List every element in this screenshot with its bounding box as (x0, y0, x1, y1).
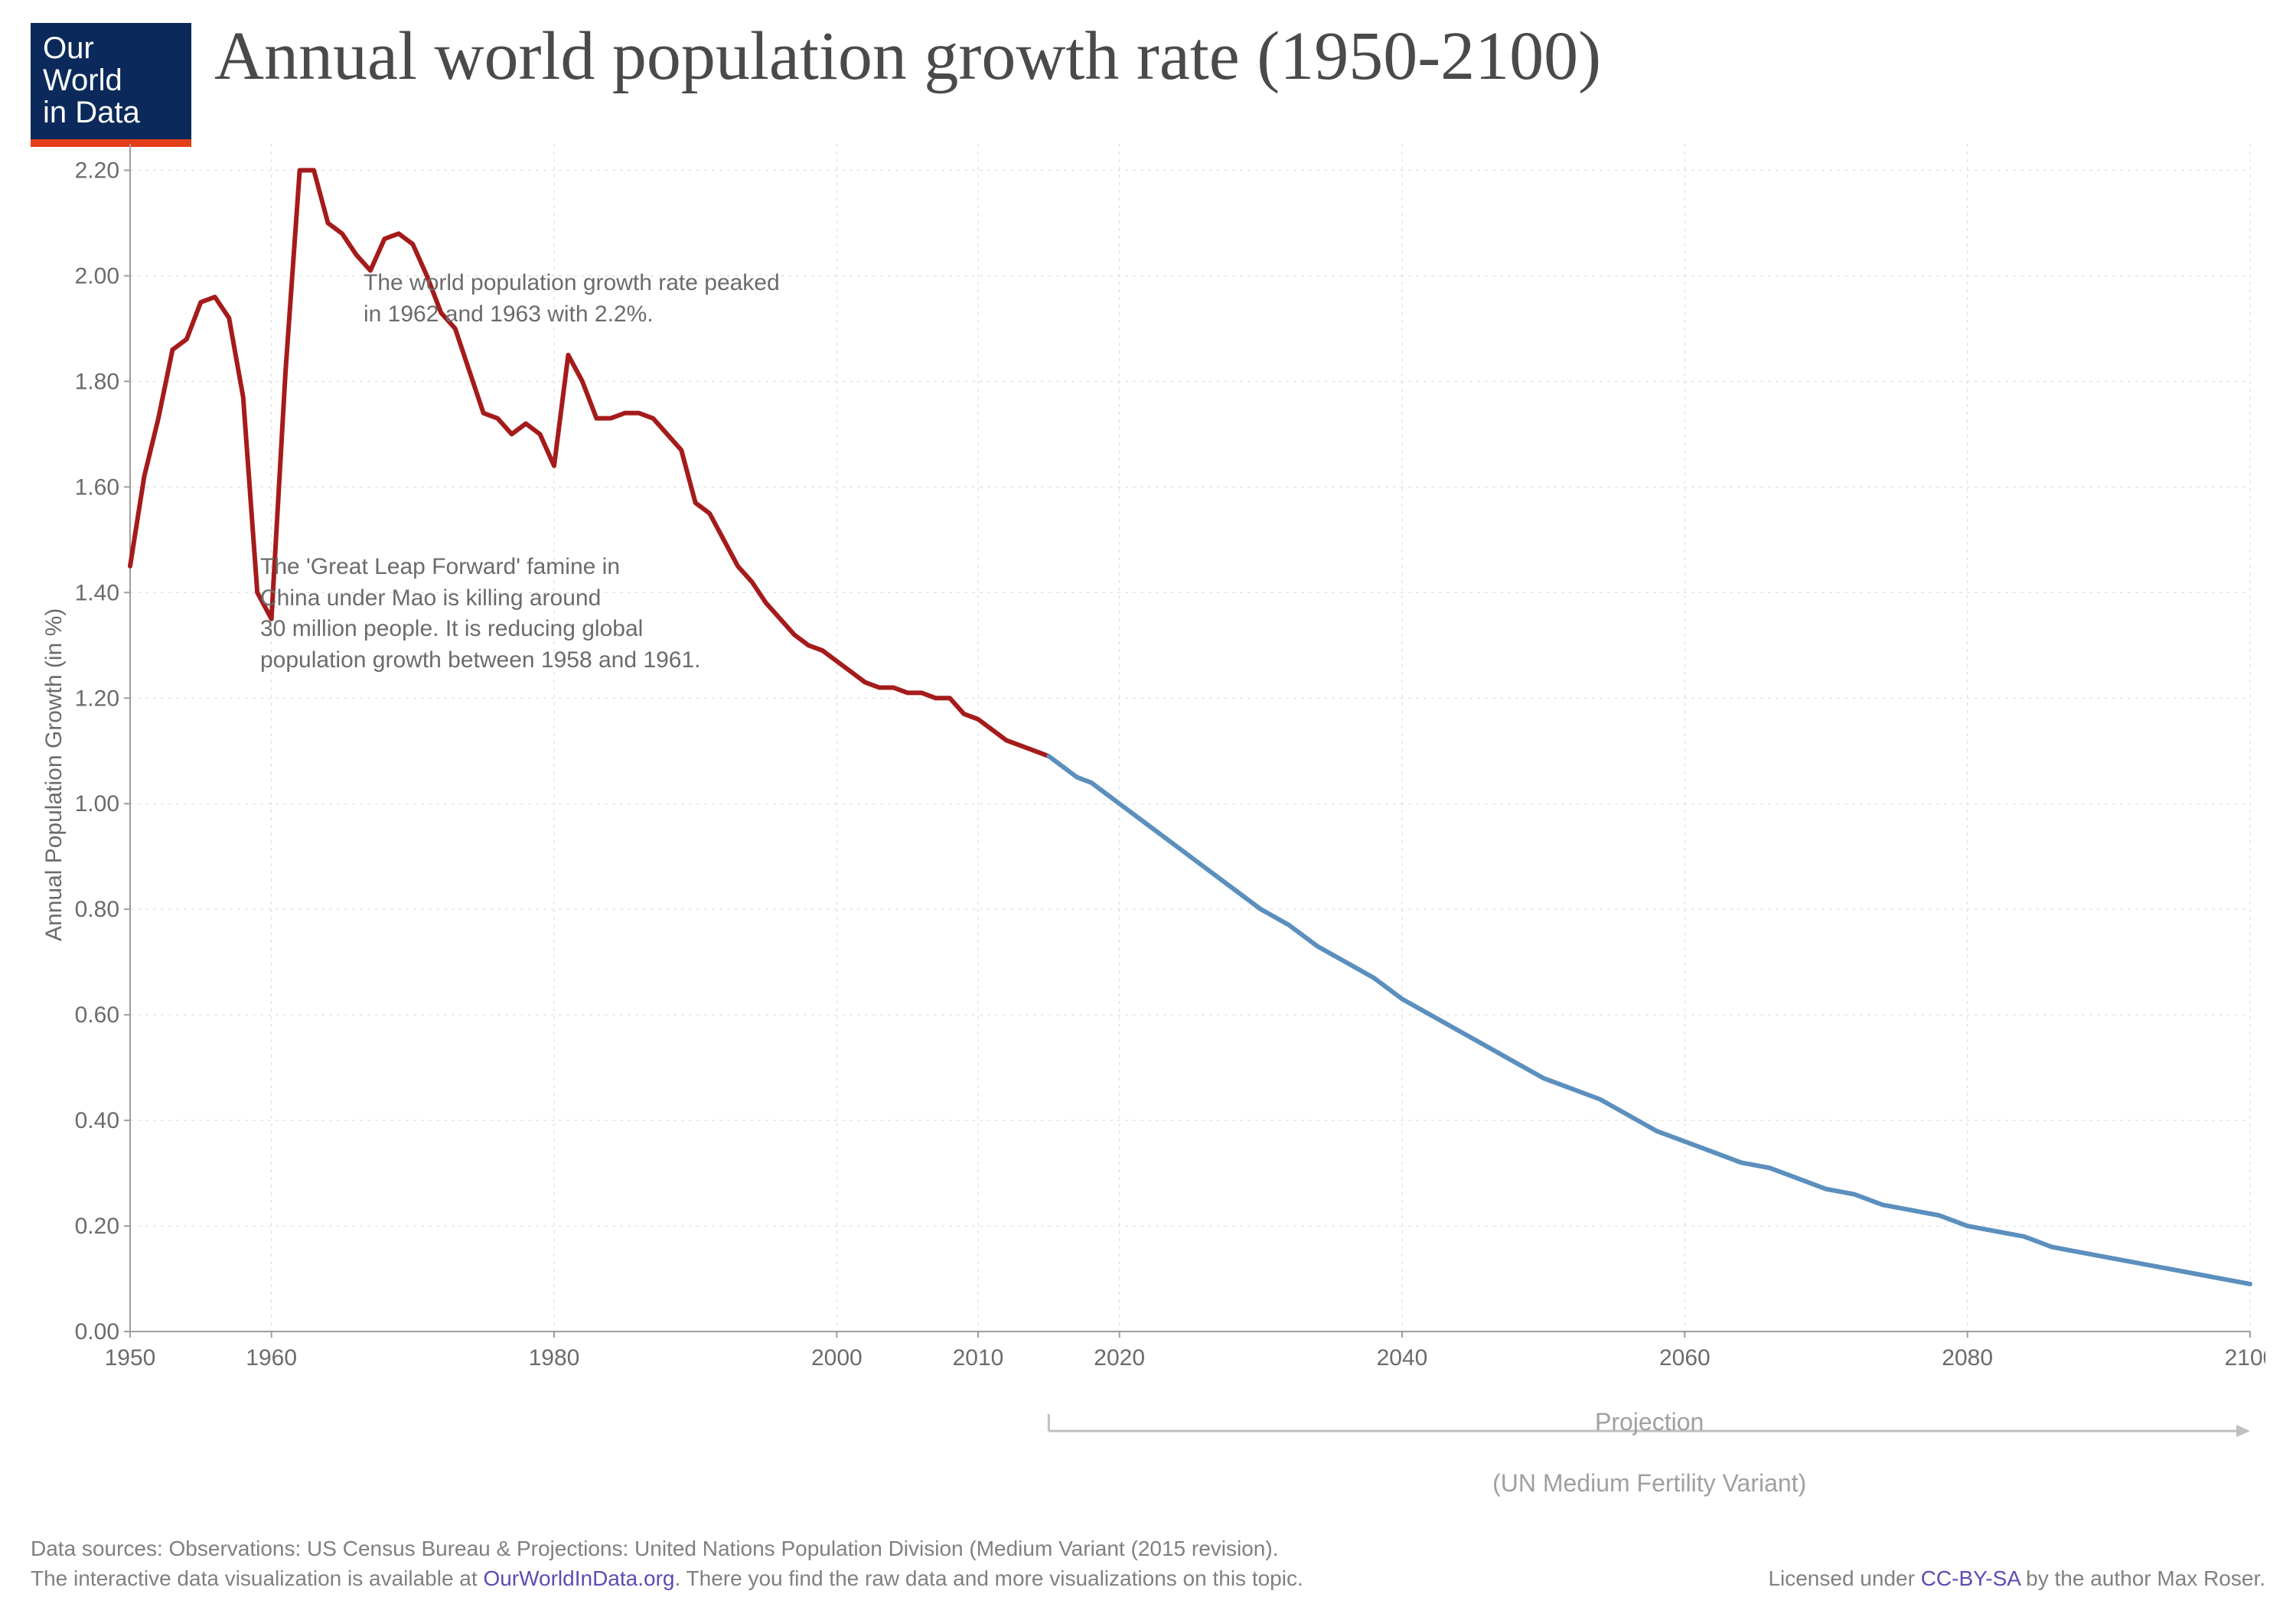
svg-text:1.60: 1.60 (75, 474, 119, 500)
footer: Data sources: Observations: US Census Bu… (31, 1534, 2265, 1593)
svg-text:0.80: 0.80 (75, 897, 119, 922)
svg-text:2040: 2040 (1377, 1345, 1428, 1371)
footer-interactive-suffix: . There you find the raw data and more v… (674, 1566, 1303, 1590)
projection-label: Projection (UN Medium Fertility Variant) (1450, 1376, 1848, 1498)
footer-interactive: The interactive data visualization is av… (31, 1563, 1303, 1593)
projection-label-line1: Projection (1595, 1408, 1704, 1436)
owid-logo-box: Our World in Data (31, 23, 191, 139)
footer-license: Licensed under CC-BY-SA by the author Ma… (1768, 1563, 2265, 1593)
svg-text:1.80: 1.80 (75, 369, 119, 394)
owid-link[interactable]: OurWorldInData.org (483, 1566, 674, 1590)
logo-line1: Our World (43, 31, 122, 97)
chart-title: Annual world population growth rate (195… (214, 17, 1601, 96)
footer-license-prefix: Licensed under (1768, 1566, 1920, 1590)
svg-text:0.00: 0.00 (75, 1319, 119, 1345)
svg-text:2000: 2000 (811, 1345, 863, 1371)
svg-text:0.60: 0.60 (75, 1002, 119, 1028)
line-chart: 0.00 0.20 0.40 0.60 0.80 1.00 1.20 1.40 1.60 1.80… (31, 130, 2265, 1500)
annotation-famine: The 'Great Leap Forward' famine in China… (260, 552, 700, 676)
projection-label-line2: (UN Medium Fertility Variant) (1492, 1469, 1806, 1497)
svg-text:1960: 1960 (246, 1345, 297, 1371)
svg-text:2080: 2080 (1942, 1345, 1993, 1371)
svg-text:1.40: 1.40 (75, 580, 119, 605)
svg-text:2.00: 2.00 (75, 263, 119, 288)
svg-text:1.20: 1.20 (75, 686, 119, 711)
svg-text:2100: 2100 (2225, 1345, 2265, 1371)
svg-text:1980: 1980 (529, 1345, 580, 1371)
svg-text:2.20: 2.20 (75, 158, 119, 183)
chart-svg: 0.00 0.20 0.40 0.60 0.80 1.00 1.20 1.40 1.60 1.80… (31, 130, 2265, 1500)
svg-text:2020: 2020 (1094, 1345, 1145, 1371)
svg-text:1950: 1950 (105, 1345, 156, 1371)
svg-text:0.40: 0.40 (75, 1108, 119, 1133)
svg-text:0.20: 0.20 (75, 1214, 119, 1239)
svg-text:1.00: 1.00 (75, 791, 119, 817)
y-axis-label: Annual Population Growth (in %) (41, 608, 67, 941)
footer-sources: Data sources: Observations: US Census Bu… (31, 1534, 2265, 1563)
footer-interactive-prefix: The interactive data visualization is av… (31, 1566, 483, 1590)
footer-license-suffix: by the author Max Roser. (2020, 1566, 2265, 1590)
svg-text:2010: 2010 (953, 1345, 1004, 1371)
license-link[interactable]: CC-BY-SA (1921, 1566, 2020, 1590)
owid-logo: Our World in Data (31, 23, 191, 147)
logo-line2: in Data (43, 96, 140, 129)
svg-text:2060: 2060 (1659, 1345, 1711, 1371)
annotation-peak: The world population growth rate peaked … (364, 268, 780, 330)
